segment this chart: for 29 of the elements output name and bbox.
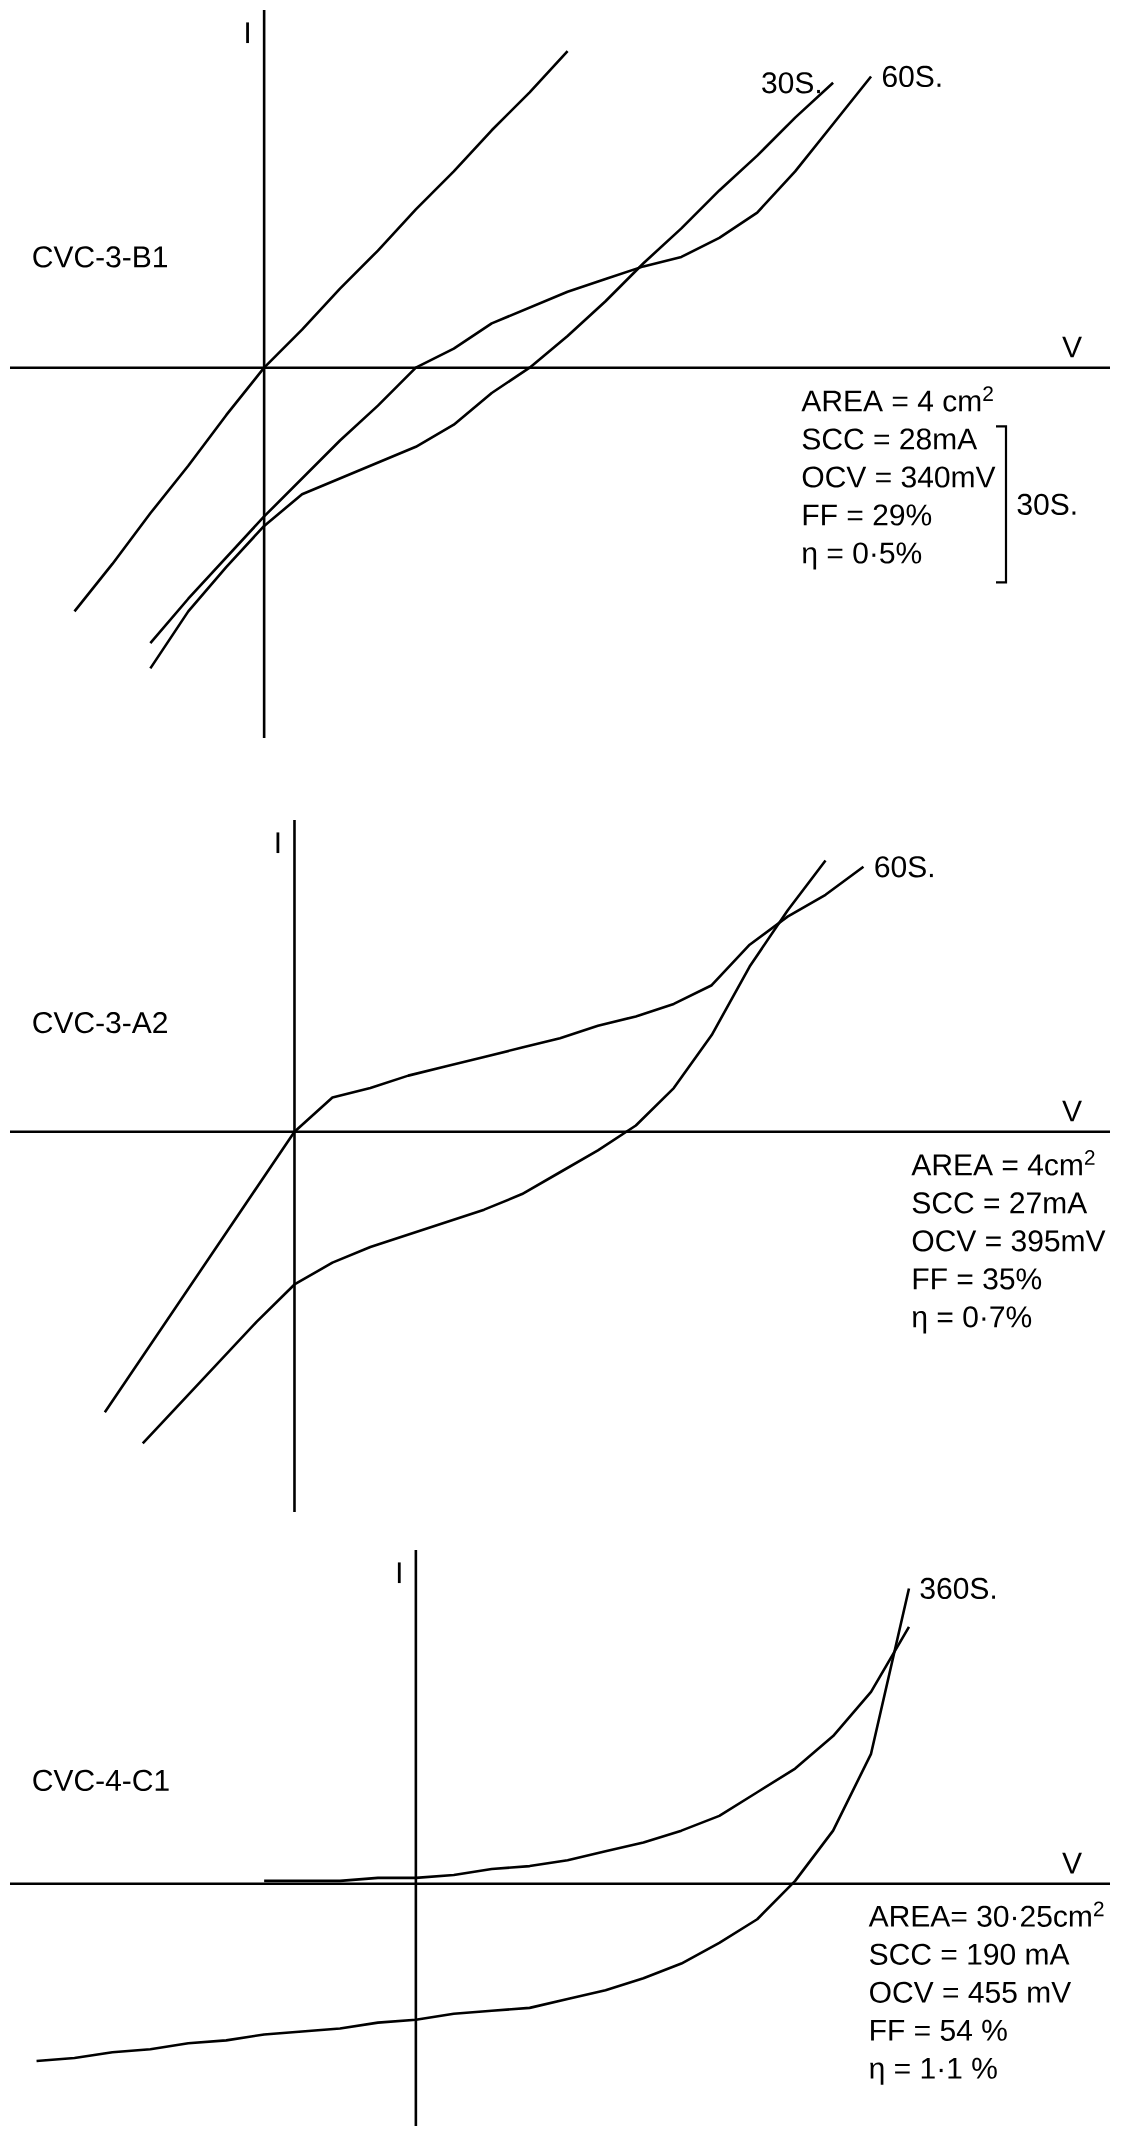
annotation: SCC = 28mA [802,428,978,450]
annotation: η = 1·1 % [870,2057,997,2085]
x-axis-title: V [1062,336,1082,358]
annotation: AREA = 4 cm$^{2}$ [801,386,993,412]
y-axis-title: I [397,1562,401,1584]
series-label: 60S. [875,856,933,878]
annotation: OCV = 340mV [802,466,996,488]
annotation: FF = 54 % [871,2019,1007,2041]
text: SCC = 27mA [912,1192,1088,1214]
annotation: OCV = 455 mV [870,1981,1072,2003]
x-axis-title: V [1062,1852,1082,1874]
annotation: AREA= 30·25cm$^{2}$ [868,1901,1104,1927]
text: η = 0·7% [912,1306,1032,1334]
annotation: SCC = 190 mA [870,1943,1070,1965]
y-axis-title: I [276,832,280,854]
x-axis-title: V [1062,1100,1082,1122]
series-label: 30S. [762,72,820,94]
annotation: η = 0·5% [802,542,922,570]
text: 30S. [1017,493,1076,515]
text: OCV = 395mV [912,1230,1106,1252]
y-axis-title: I [246,22,249,44]
text: CVC-3-B1 [33,246,167,268]
text: CVC-4-C1 [33,1769,169,1792]
series-label: 60S. [882,65,941,88]
text: FF = 35% [913,1268,1042,1290]
annotation: FF = 29% [803,504,932,526]
series-label: 360S. [920,1577,995,1600]
text: CVC-3-A2 [33,1012,167,1034]
text: AREA = 4cm$^{2}$ [911,1150,1095,1176]
